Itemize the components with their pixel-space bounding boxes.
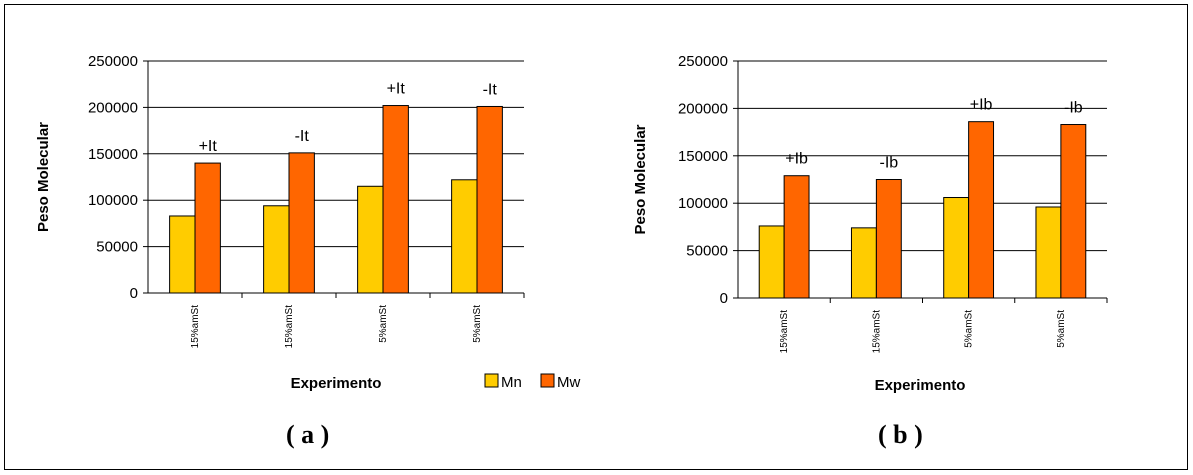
- category-label: 5%amSt: [378, 305, 389, 343]
- annotation-label: -Ib: [879, 155, 898, 172]
- bar-mw-3: [968, 121, 995, 299]
- y-tick-label: 250000: [88, 53, 138, 70]
- y-tick-label: 100000: [88, 192, 138, 209]
- y-axis-title: Peso Molecular: [632, 124, 649, 234]
- legend-swatch-mw: [540, 373, 555, 388]
- bar-mw-2: [288, 152, 315, 294]
- y-tick-label: 200000: [678, 100, 728, 117]
- annotation-label: +Ib: [785, 151, 808, 168]
- caption-a: ( a ): [286, 420, 330, 449]
- category-label: 15%amSt: [779, 310, 790, 354]
- y-tick-label: 0: [720, 290, 728, 307]
- category-label: 15%amSt: [871, 310, 882, 354]
- legend-swatch-mn: [484, 373, 499, 388]
- bar-mn-1: [758, 225, 785, 299]
- annotation-label: +It: [387, 81, 406, 98]
- bar-mw-4: [476, 105, 503, 294]
- bar-mn-1: [169, 215, 196, 294]
- category-label: 5%amSt: [472, 305, 483, 343]
- bar-mn-3: [357, 185, 384, 294]
- category-label: 5%amSt: [1056, 310, 1067, 348]
- bar-mw-2: [875, 179, 902, 299]
- category-label: 15%amSt: [190, 305, 201, 349]
- bar-mn-3: [943, 197, 970, 299]
- y-tick-label: 0: [130, 285, 138, 302]
- annotation-label: +It: [199, 138, 218, 155]
- y-tick-label: 250000: [678, 53, 728, 70]
- annotation-label: -Ib: [1064, 100, 1083, 117]
- x-axis-title: Experimento: [875, 377, 966, 394]
- legend-label-mw: Mw: [557, 374, 580, 391]
- chart-a: 0 50000 100000 150000 200000 250000 +It 15%amSt…: [35, 53, 525, 392]
- caption-b: ( b ): [878, 420, 923, 449]
- y-axis-title: Peso Molecular: [35, 122, 52, 232]
- annotation-label: -It: [483, 81, 498, 98]
- x-axis-title: Experimento: [291, 375, 382, 392]
- bar-mn-4: [451, 179, 478, 294]
- y-tick-label: 50000: [96, 239, 138, 256]
- bar-mw-4: [1060, 124, 1087, 299]
- y-tick-label: 200000: [88, 99, 138, 116]
- bar-mw-1: [783, 175, 810, 299]
- legend-label-mn: Mn: [501, 374, 522, 391]
- bar-mw-3: [382, 105, 409, 294]
- bar-mn-2: [850, 227, 877, 299]
- category-label: 15%amSt: [284, 305, 295, 349]
- bar-mn-4: [1035, 206, 1062, 299]
- bar-mn-2: [263, 205, 290, 294]
- annotation-label: -It: [295, 128, 310, 145]
- y-tick-label: 100000: [678, 195, 728, 212]
- category-label: 5%amSt: [964, 310, 975, 348]
- y-tick-label: 150000: [678, 148, 728, 165]
- bar-mw-1: [194, 162, 221, 294]
- y-tick-label: 50000: [686, 243, 728, 260]
- legend: Mn Mw: [484, 373, 580, 391]
- y-tick-label: 150000: [88, 146, 138, 163]
- annotation-label: +Ib: [970, 97, 993, 114]
- chart-b: 0 50000 100000 150000 200000 250000 +Ib 15%amSt…: [632, 53, 1108, 394]
